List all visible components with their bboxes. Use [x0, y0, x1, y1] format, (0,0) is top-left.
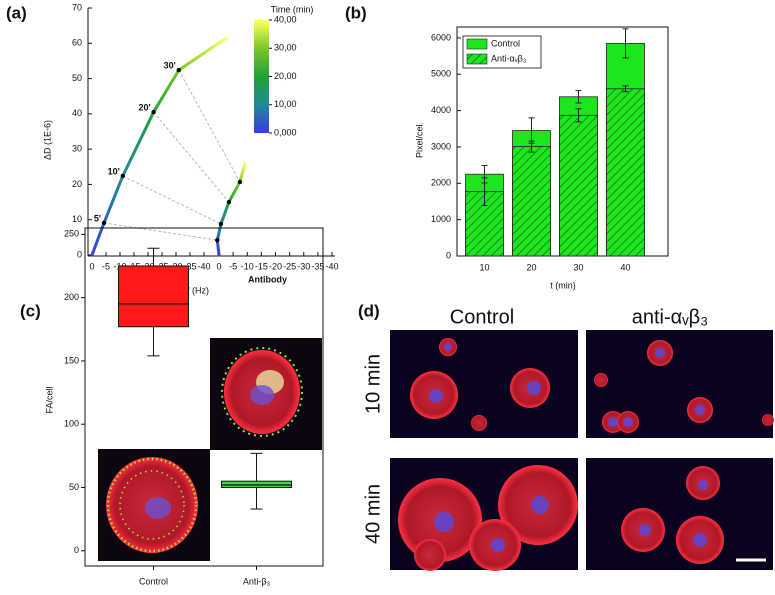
x-tick-label: Anti-β₃	[243, 576, 271, 586]
x-tick-label: -30	[297, 261, 310, 271]
row-header: 40 min	[362, 484, 384, 544]
time-label: 20'	[138, 102, 150, 112]
colorbar	[254, 20, 269, 133]
x-tick-label: 30	[573, 262, 583, 272]
colorbar-tick-label: 20,00	[274, 71, 297, 81]
colorbar-tick-label: 10,00	[274, 99, 297, 109]
x-tick-label: Control	[139, 576, 168, 586]
x-tick-label: -40	[197, 261, 210, 271]
colorbar-tick-label: 40,00	[274, 14, 297, 24]
x-tick-label: -35	[311, 261, 324, 271]
y-tick-label: 100	[64, 419, 79, 429]
sub-axis-name: Antibody	[248, 274, 287, 284]
row-header: 10 min	[362, 354, 384, 414]
time-point	[215, 237, 220, 243]
y-tick-label: 250	[64, 229, 79, 239]
bar	[606, 88, 645, 257]
colorbar-tick-label: 30,00	[274, 43, 297, 53]
time-point	[120, 173, 126, 179]
x-tick-label: -5	[102, 261, 110, 271]
panel-label: (d)	[358, 301, 380, 320]
y-tick-label: 2000	[431, 178, 451, 188]
y-tick-label: 10	[72, 214, 82, 224]
y-tick-label: 0	[77, 249, 82, 259]
legend-box	[462, 35, 542, 69]
x-tick-label: -40	[325, 261, 338, 271]
y-tick-label: 4000	[431, 105, 451, 115]
x-tick-label: 0	[216, 261, 221, 271]
time-connector	[103, 222, 218, 241]
x-axis-label: t (min)	[550, 280, 576, 290]
time-label: 10'	[108, 166, 120, 176]
x-tick-label: -10	[241, 261, 254, 271]
time-connector	[178, 69, 241, 183]
time-point	[151, 109, 156, 115]
x-tick-label: 0	[89, 261, 94, 271]
legend-swatch	[466, 38, 488, 50]
x-axis-label: Δf (Hz)	[181, 285, 209, 295]
time-point	[226, 199, 232, 205]
y-tick-label: 200	[64, 292, 79, 302]
y-tick-label: 0	[446, 250, 451, 260]
series-line	[90, 36, 228, 257]
bar	[512, 146, 551, 257]
inset-images	[98, 338, 322, 561]
column-header: Control	[450, 306, 514, 328]
series-line	[215, 161, 247, 257]
time-connector	[122, 175, 222, 225]
x-tick-label: -15	[255, 261, 268, 271]
time-point	[237, 179, 243, 185]
time-label: 5'	[94, 213, 101, 223]
x-tick-label: 10	[479, 262, 489, 272]
y-tick-label: 50	[69, 482, 79, 492]
y-tick-label: 20	[72, 179, 82, 189]
y-tick-label: 6000	[431, 32, 451, 42]
x-tick-label: 20	[526, 262, 536, 272]
y-tick-label: 30	[72, 144, 82, 154]
plot-frame	[84, 227, 324, 567]
panel-label: (b)	[345, 3, 367, 22]
y-axis-label: Pixel/cel.	[414, 122, 424, 158]
colorbar-title: Time (min)	[271, 4, 314, 14]
legend-label: Control	[491, 38, 520, 48]
y-tick-label: 150	[64, 355, 79, 365]
y-tick-label: 5000	[431, 69, 451, 79]
box	[118, 265, 189, 328]
time-connector	[153, 111, 230, 203]
y-tick-label: 40	[72, 108, 82, 118]
legend-label: Anti-αᵥβ₃	[491, 53, 527, 63]
panel-label: (c)	[20, 301, 41, 320]
box	[221, 480, 292, 489]
y-tick-label: 50	[72, 73, 82, 83]
y-tick-label: 0	[74, 545, 79, 555]
x-tick-label: -35	[183, 261, 196, 271]
x-tick-label: 40	[620, 262, 630, 272]
y-axis-label: FA/cell	[44, 386, 54, 413]
time-point	[218, 221, 224, 227]
time-point	[176, 67, 181, 73]
time-label: 30'	[164, 60, 176, 70]
x-tick-label: -20	[269, 261, 282, 271]
y-tick-label: 1000	[431, 214, 451, 224]
x-tick-label: -5	[229, 261, 237, 271]
x-tick-label: -25	[283, 261, 296, 271]
y-tick-label: 60	[72, 38, 82, 48]
y-tick-label: 70	[72, 2, 82, 12]
micrograph-grid	[390, 330, 774, 571]
panel-label: (a)	[6, 3, 27, 22]
legend-swatch	[466, 53, 488, 65]
colorbar-tick-label: 0,000	[274, 127, 297, 137]
bar	[559, 114, 598, 257]
y-axis-label: ΔD (1E-6)	[42, 120, 52, 160]
time-point	[101, 220, 107, 226]
y-tick-label: 3000	[431, 141, 451, 151]
column-header: anti-αᵥβ₃	[632, 306, 709, 328]
